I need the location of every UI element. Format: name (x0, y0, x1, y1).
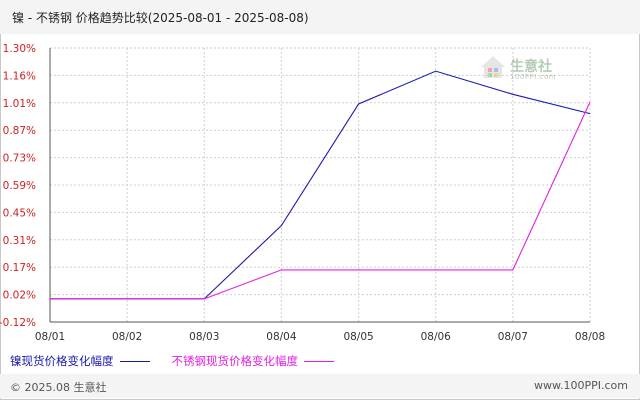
watermark-url: 100PPI.com (510, 73, 557, 81)
y-tick-label: 0.45% (3, 207, 36, 219)
y-tick-label: 1.30% (3, 43, 36, 55)
y-tick-label: 0.59% (3, 180, 36, 192)
x-tick-label: 08/06 (421, 331, 452, 343)
legend-label-stainless: 不锈钢现货价格变化幅度 (171, 354, 299, 368)
chart-legend: 镍现货价格变化幅度 不锈钢现货价格变化幅度 (10, 352, 356, 370)
y-tick-label: 1.01% (3, 98, 36, 110)
copyright-text: © 2025.08 生意社 (10, 381, 107, 394)
watermark-text: 生意社 (510, 59, 552, 75)
x-tick-label: 08/01 (35, 331, 65, 343)
x-tick-label: 08/07 (498, 331, 528, 343)
footer-site-link[interactable]: www.100PPI.com (534, 379, 628, 392)
x-tick-label: 08/04 (266, 331, 297, 343)
series-line-stainless (50, 101, 591, 300)
x-tick-label: 08/05 (343, 331, 373, 343)
y-tick-label: 0.02% (3, 290, 36, 302)
y-tick-label: 0.73% (3, 153, 36, 165)
watermark-logo: 生意社 100PPI.com (480, 54, 580, 86)
y-tick-label: -0.12% (0, 317, 36, 329)
legend-label-nickel: 镍现货价格变化幅度 (10, 354, 114, 368)
house-icon (481, 56, 505, 78)
legend-item-nickel: 镍现货价格变化幅度 (10, 353, 150, 369)
title-bar: 镍 - 不锈钢 价格趋势比较(2025-08-01 - 2025-08-08) (0, 0, 640, 34)
x-tick-label: 08/02 (112, 331, 142, 343)
y-tick-label: 0.87% (3, 125, 36, 137)
chart-title: 镍 - 不锈钢 价格趋势比较(2025-08-01 - 2025-08-08) (12, 11, 309, 25)
x-tick-label: 08/03 (189, 331, 219, 343)
y-tick-label: 0.17% (3, 262, 36, 274)
legend-swatch-stainless (304, 360, 334, 362)
y-tick-label: 0.31% (3, 235, 36, 247)
x-tick-label: 08/08 (575, 331, 605, 343)
y-tick-label: 1.16% (3, 70, 36, 82)
footer-bar: © 2025.08 生意社 www.100PPI.com (0, 374, 640, 398)
chart-plot: 1.30% 1.16% 1.01% 0.87% 0.73% 0.59% 0.45% 0.31%… (0, 43, 605, 343)
legend-swatch-nickel (119, 360, 150, 362)
legend-item-stainless: 不锈钢现货价格变化幅度 (171, 353, 334, 369)
